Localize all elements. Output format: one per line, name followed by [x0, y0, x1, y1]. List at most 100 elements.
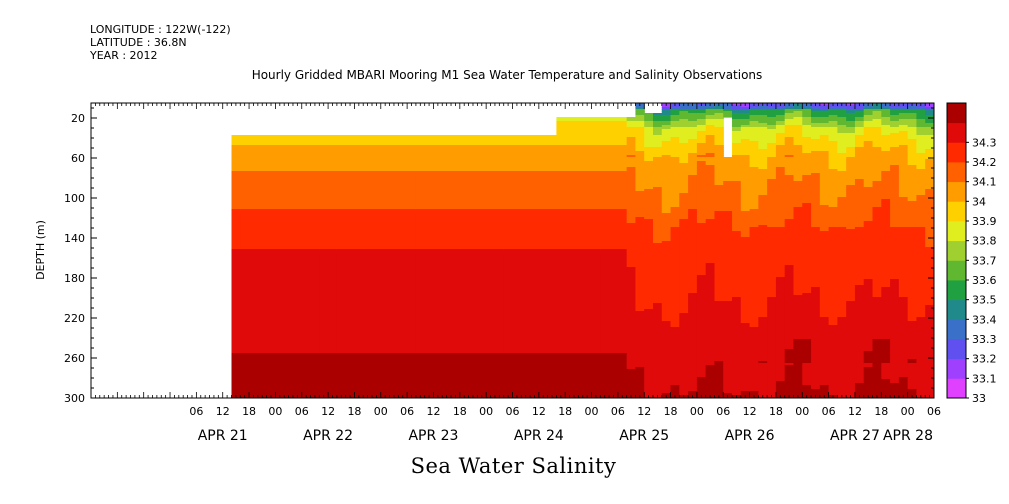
- heatmap-cell: [363, 271, 373, 274]
- heatmap-cell: [530, 239, 540, 242]
- heatmap-cell: [372, 359, 382, 362]
- heatmap-cell: [415, 355, 426, 358]
- heatmap-cell: [336, 389, 347, 392]
- heatmap-cell: [284, 391, 294, 394]
- heatmap-cell: [319, 189, 329, 192]
- heatmap-cell: [319, 145, 329, 148]
- heatmap-cell: [310, 321, 320, 324]
- heatmap-cell: [477, 137, 487, 140]
- heatmap-cell: [284, 357, 294, 360]
- heatmap-cell: [407, 167, 417, 170]
- heatmap-cell: [477, 339, 487, 342]
- heatmap-cell: [389, 255, 399, 258]
- heatmap-cell: [451, 375, 461, 378]
- heatmap-cell: [530, 155, 540, 158]
- heatmap-cell: [442, 327, 452, 330]
- heatmap-cell: [415, 207, 426, 210]
- heatmap-cell: [433, 275, 443, 278]
- heatmap-cell: [257, 345, 268, 348]
- heatmap-cell: [468, 295, 478, 298]
- heatmap-cell: [363, 277, 373, 280]
- heatmap-cell: [319, 179, 329, 182]
- heatmap-cell: [530, 359, 540, 362]
- heatmap-cell: [275, 175, 285, 178]
- heatmap-cell: [231, 355, 241, 358]
- heatmap-cell: [345, 251, 356, 254]
- heatmap-cell: [319, 319, 329, 322]
- heatmap-cell: [319, 345, 329, 348]
- heatmap-cell: [372, 375, 382, 378]
- heatmap-cell: [503, 149, 514, 152]
- heatmap-cell: [292, 303, 303, 306]
- heatmap-cell: [459, 155, 470, 158]
- heatmap-cell: [363, 343, 373, 346]
- heatmap-cell: [503, 137, 514, 140]
- heatmap-cell: [372, 185, 382, 188]
- heatmap-cell: [530, 321, 540, 324]
- heatmap-cell: [240, 365, 250, 368]
- heatmap-cell: [372, 215, 382, 218]
- heatmap-cell: [442, 155, 452, 158]
- heatmap-cell: [494, 191, 505, 194]
- heatmap-cell: [424, 253, 435, 256]
- heatmap-cell: [389, 387, 399, 390]
- heatmap-cell: [503, 171, 514, 174]
- heatmap-cell: [310, 259, 320, 262]
- heatmap-cell: [433, 349, 443, 352]
- heatmap-cell: [398, 197, 408, 200]
- heatmap-cell: [530, 371, 540, 374]
- heatmap-cell: [292, 189, 303, 192]
- heatmap-cell: [240, 329, 250, 332]
- heatmap-cell: [301, 231, 312, 234]
- heatmap-cell: [407, 193, 417, 196]
- heatmap-cell: [266, 233, 277, 236]
- heatmap-cell: [275, 185, 285, 188]
- heatmap-cell: [257, 197, 268, 200]
- heatmap-cell: [512, 349, 522, 352]
- heatmap-cell: [494, 197, 505, 200]
- heatmap-cell: [372, 293, 382, 296]
- heatmap-cell: [424, 211, 435, 214]
- heatmap-cell: [292, 381, 303, 384]
- heatmap-cell: [275, 173, 285, 176]
- heatmap-cell: [354, 149, 364, 152]
- heatmap-cell: [319, 317, 329, 320]
- heatmap-cell: [372, 321, 382, 324]
- heatmap-cell: [442, 181, 452, 184]
- heatmap-cell: [310, 307, 320, 310]
- heatmap-cell: [398, 177, 408, 180]
- heatmap-cell: [442, 355, 452, 358]
- heatmap-cell: [433, 189, 443, 192]
- heatmap-cell: [275, 279, 285, 282]
- heatmap-cell: [451, 185, 461, 188]
- heatmap-cell: [275, 329, 285, 332]
- heatmap-cell: [266, 385, 277, 388]
- heatmap-cell: [433, 373, 443, 376]
- heatmap-cell: [301, 225, 312, 228]
- heatmap-cell: [415, 315, 426, 318]
- heatmap-cell: [275, 147, 285, 150]
- heatmap-cell: [389, 209, 399, 212]
- heatmap-cell: [433, 237, 443, 240]
- heatmap-cell: [354, 233, 364, 236]
- heatmap-cell: [284, 339, 294, 342]
- heatmap-cell: [442, 377, 452, 380]
- heatmap-cell: [477, 379, 487, 382]
- heatmap-cell: [530, 199, 540, 202]
- heatmap-cell: [345, 221, 356, 224]
- heatmap-cell: [477, 369, 487, 372]
- heatmap-cell: [486, 317, 496, 320]
- heatmap-cell: [503, 373, 514, 376]
- heatmap-cell: [424, 185, 435, 188]
- heatmap-cell: [249, 369, 259, 372]
- heatmap-cell: [530, 317, 540, 320]
- heatmap-cell: [398, 157, 408, 160]
- heatmap-cell: [231, 321, 241, 324]
- heatmap-cell: [486, 135, 496, 138]
- heatmap-cell: [372, 343, 382, 346]
- heatmap-cell: [433, 269, 443, 272]
- heatmap-cell: [451, 233, 461, 236]
- heatmap-cell: [354, 195, 364, 198]
- heatmap-cell: [512, 353, 522, 356]
- heatmap-cell: [521, 371, 531, 374]
